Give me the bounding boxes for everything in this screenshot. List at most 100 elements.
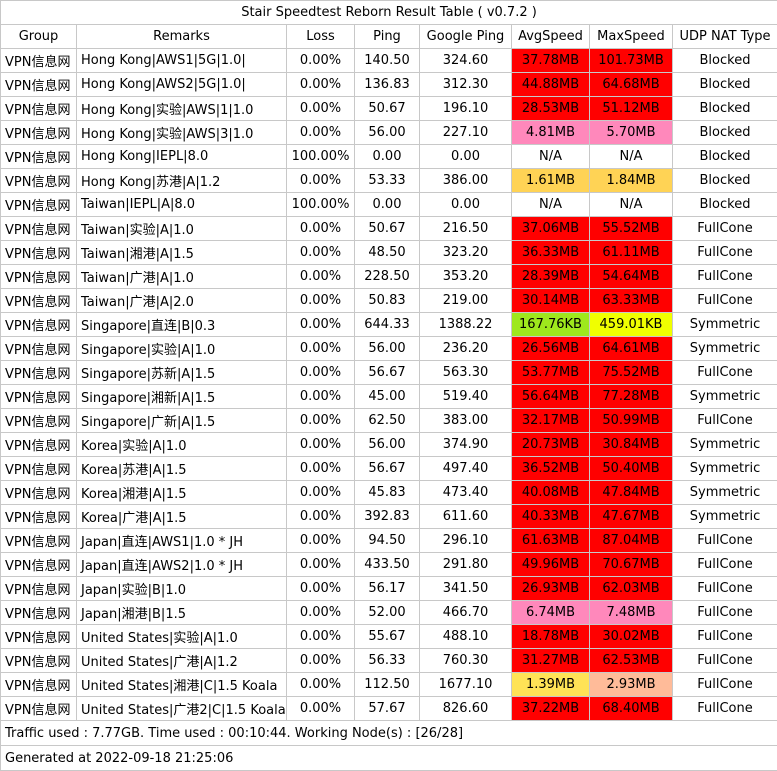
cell-google-ping: 611.60: [420, 505, 512, 529]
header-loss: Loss: [287, 25, 355, 49]
cell-max-speed: 2.93MB: [590, 673, 673, 697]
cell-google-ping: 374.90: [420, 433, 512, 457]
cell-max-speed: 64.68MB: [590, 73, 673, 97]
cell-loss: 0.00%: [287, 409, 355, 433]
cell-remarks: Taiwan|广港|A|1.0: [77, 265, 287, 289]
header-row: Group Remarks Loss Ping Google Ping AvgS…: [1, 25, 777, 49]
cell-udp-nat-type: FullCone: [673, 673, 777, 697]
header-group: Group: [1, 25, 77, 49]
cell-google-ping: 296.10: [420, 529, 512, 553]
cell-group: VPN信息网: [1, 529, 77, 553]
cell-google-ping: 1388.22: [420, 313, 512, 337]
cell-max-speed: 50.40MB: [590, 457, 673, 481]
cell-avg-speed: 1.39MB: [512, 673, 590, 697]
cell-udp-nat-type: FullCone: [673, 265, 777, 289]
cell-udp-nat-type: FullCone: [673, 649, 777, 673]
cell-remarks: United States|湘港|C|1.5 Koala: [77, 673, 287, 697]
cell-udp-nat-type: FullCone: [673, 361, 777, 385]
cell-max-speed: 1.84MB: [590, 169, 673, 193]
cell-max-speed: 54.64MB: [590, 265, 673, 289]
cell-ping: 0.00: [355, 145, 420, 169]
cell-loss: 0.00%: [287, 529, 355, 553]
cell-udp-nat-type: Blocked: [673, 121, 777, 145]
cell-google-ping: 216.50: [420, 217, 512, 241]
cell-avg-speed: 56.64MB: [512, 385, 590, 409]
cell-remarks: Taiwan|实验|A|1.0: [77, 217, 287, 241]
cell-avg-speed: 30.14MB: [512, 289, 590, 313]
cell-avg-speed: 53.77MB: [512, 361, 590, 385]
cell-remarks: Japan|实验|B|1.0: [77, 577, 287, 601]
cell-remarks: Hong Kong|实验|AWS|1|1.0: [77, 97, 287, 121]
cell-group: VPN信息网: [1, 505, 77, 529]
cell-remarks: United States|广港|A|1.2: [77, 649, 287, 673]
cell-max-speed: 30.84MB: [590, 433, 673, 457]
cell-google-ping: 323.20: [420, 241, 512, 265]
cell-google-ping: 473.40: [420, 481, 512, 505]
cell-udp-nat-type: Blocked: [673, 145, 777, 169]
cell-avg-speed: 61.63MB: [512, 529, 590, 553]
cell-ping: 53.33: [355, 169, 420, 193]
cell-group: VPN信息网: [1, 625, 77, 649]
cell-remarks: Japan|直连|AWS2|1.0 * JH: [77, 553, 287, 577]
cell-loss: 0.00%: [287, 433, 355, 457]
cell-ping: 56.67: [355, 361, 420, 385]
cell-loss: 0.00%: [287, 217, 355, 241]
cell-group: VPN信息网: [1, 553, 77, 577]
cell-max-speed: 64.61MB: [590, 337, 673, 361]
cell-max-speed: 47.84MB: [590, 481, 673, 505]
cell-avg-speed: 31.27MB: [512, 649, 590, 673]
cell-loss: 0.00%: [287, 601, 355, 625]
cell-loss: 0.00%: [287, 649, 355, 673]
cell-udp-nat-type: FullCone: [673, 625, 777, 649]
cell-group: VPN信息网: [1, 241, 77, 265]
cell-group: VPN信息网: [1, 121, 77, 145]
cell-max-speed: 55.52MB: [590, 217, 673, 241]
cell-max-speed: 61.11MB: [590, 241, 673, 265]
header-remarks: Remarks: [77, 25, 287, 49]
cell-udp-nat-type: FullCone: [673, 409, 777, 433]
cell-udp-nat-type: FullCone: [673, 553, 777, 577]
table-title: Stair Speedtest Reborn Result Table ( v0…: [1, 1, 777, 25]
cell-max-speed: 75.52MB: [590, 361, 673, 385]
cell-group: VPN信息网: [1, 49, 77, 73]
cell-loss: 0.00%: [287, 577, 355, 601]
cell-avg-speed: 26.93MB: [512, 577, 590, 601]
cell-avg-speed: 36.52MB: [512, 457, 590, 481]
cell-udp-nat-type: Blocked: [673, 49, 777, 73]
cell-avg-speed: 167.76KB: [512, 313, 590, 337]
header-avg-speed: AvgSpeed: [512, 25, 590, 49]
cell-avg-speed: 40.33MB: [512, 505, 590, 529]
cell-loss: 0.00%: [287, 553, 355, 577]
cell-ping: 48.50: [355, 241, 420, 265]
cell-google-ping: 341.50: [420, 577, 512, 601]
cell-ping: 56.17: [355, 577, 420, 601]
cell-loss: 0.00%: [287, 97, 355, 121]
cell-avg-speed: 28.53MB: [512, 97, 590, 121]
cell-avg-speed: 4.81MB: [512, 121, 590, 145]
cell-ping: 94.50: [355, 529, 420, 553]
cell-udp-nat-type: Symmetric: [673, 433, 777, 457]
cell-google-ping: 196.10: [420, 97, 512, 121]
cell-group: VPN信息网: [1, 433, 77, 457]
cell-remarks: Hong Kong|苏港|A|1.2: [77, 169, 287, 193]
cell-google-ping: 219.00: [420, 289, 512, 313]
cell-avg-speed: 37.22MB: [512, 697, 590, 721]
cell-avg-speed: 37.06MB: [512, 217, 590, 241]
cell-ping: 50.67: [355, 217, 420, 241]
cell-ping: 62.50: [355, 409, 420, 433]
